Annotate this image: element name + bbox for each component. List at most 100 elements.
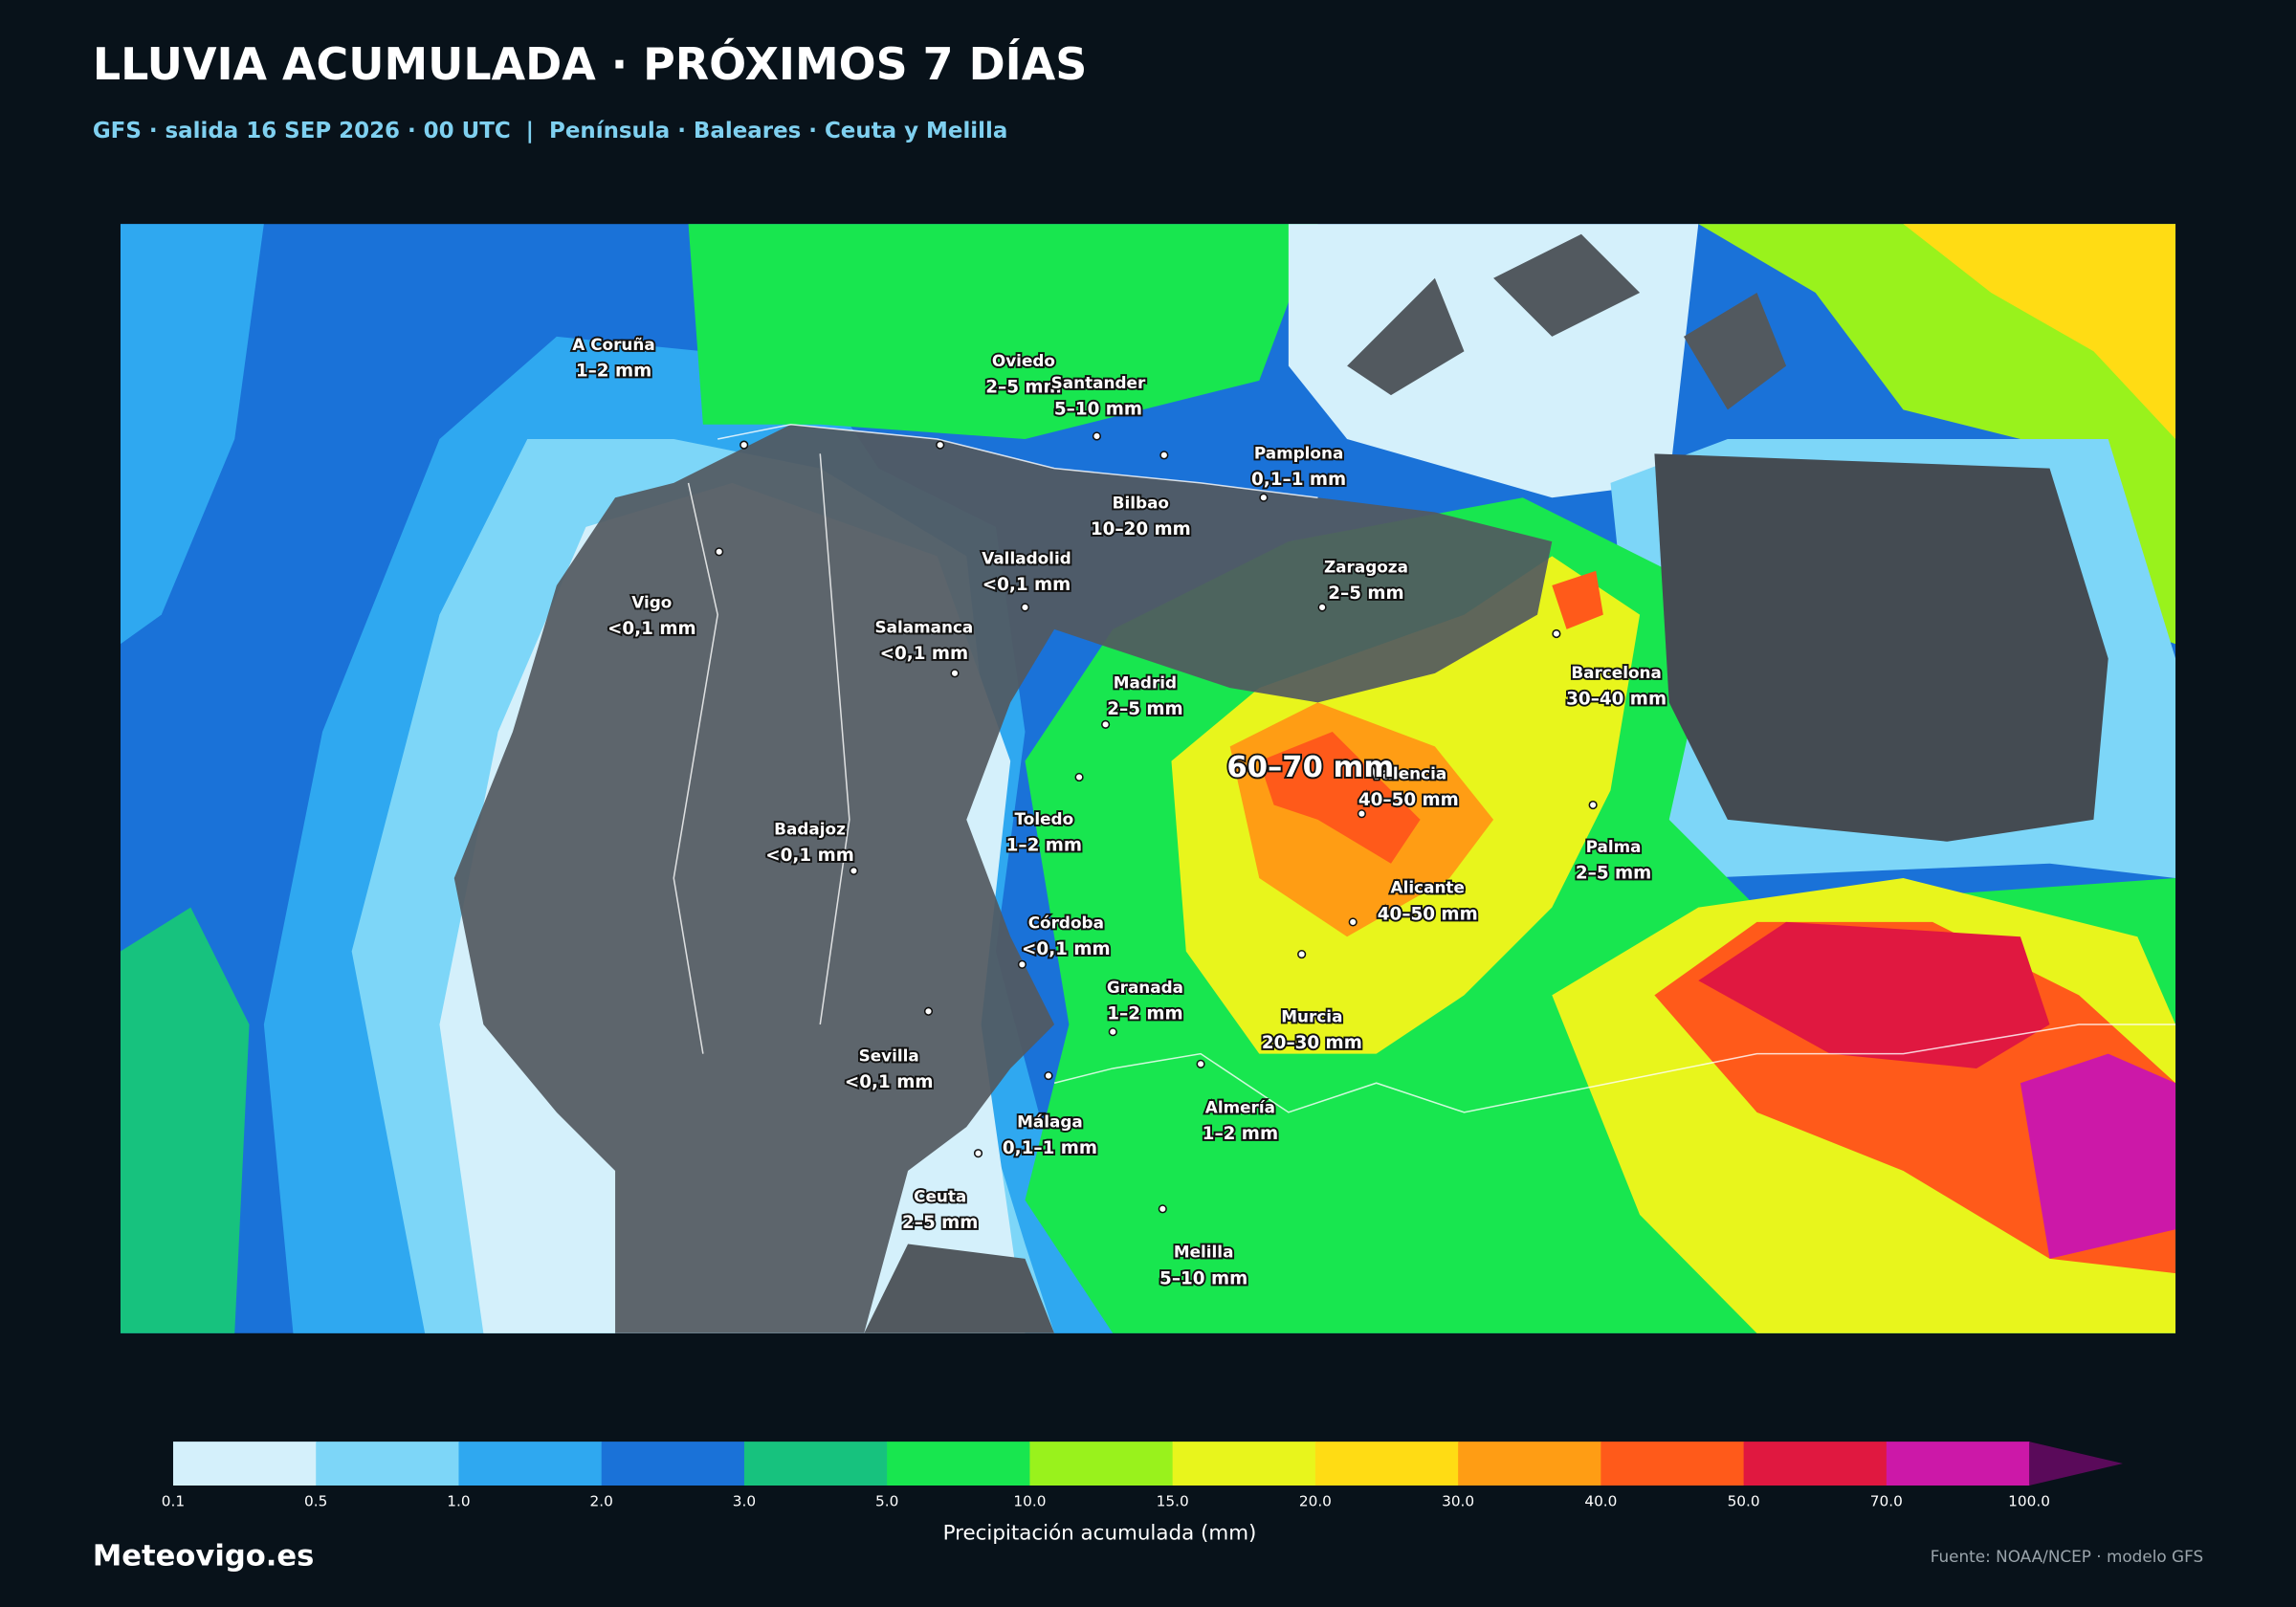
city-name: Santander [1051,373,1146,392]
colorbar-tick-label: 30.0 [1442,1492,1474,1509]
city-amount: 40–50 mm [1358,790,1459,810]
brand: Meteovigo.es [93,1539,315,1573]
city-name: Granada [1107,978,1183,997]
city-amount: <0,1 mm [880,644,969,664]
city-amount: 2–5 mm [902,1213,978,1233]
city-dot [1158,1204,1167,1214]
city-dot [1317,603,1327,612]
city-name: Oviedo [992,351,1055,370]
city-amount: 40–50 mm [1378,904,1478,924]
city-dot [715,547,724,557]
colorbar-segment [743,1442,888,1486]
city-amount: 30–40 mm [1566,689,1667,709]
city-dot [1020,603,1030,612]
city-amount: <0,1 mm [765,846,854,866]
city-dot [1348,917,1358,927]
colorbar-segment [1029,1442,1174,1486]
city-name: Badajoz [774,820,846,839]
city-amount: <0,1 mm [982,575,1071,595]
city-amount: 1–2 mm [1006,835,1082,855]
colorbar-tick-label: 5.0 [875,1492,898,1509]
city-dot [950,669,960,678]
city-dot [1017,959,1027,969]
colorbar-tick-label: 2.0 [590,1492,613,1509]
city-name: A Coruña [572,335,654,354]
city-name: Salamanca [874,617,973,636]
map [120,224,2176,1333]
city-dot [1552,628,1561,639]
city-name: Vigo [631,592,672,611]
colorbar-tick-label: 50.0 [1728,1492,1760,1509]
colorbar-extension [2029,1442,2124,1486]
city-amount: <0,1 mm [845,1072,934,1092]
city-amount: 5–10 mm [1054,399,1142,419]
colorbar-tick-label: 10.0 [1013,1492,1046,1509]
city-dot [1259,493,1269,502]
city-amount: 1–2 mm [576,362,651,382]
city-dot [923,1006,934,1016]
city-name: Barcelona [1571,663,1662,682]
colorbar-tick-label: 0.1 [162,1492,185,1509]
city-name: Alicante [1391,878,1465,897]
colorbar-segment [1886,1442,2030,1486]
city-amount: 2–5 mm [1328,583,1403,604]
colorbar-segment [887,1442,1031,1486]
colorbar-tick-label: 3.0 [733,1492,756,1509]
colorbar-segment [458,1442,603,1486]
colorbar-tick-label: 100.0 [2008,1492,2050,1509]
colorbar-segment [1601,1442,1745,1486]
city-name: Sevilla [859,1046,919,1066]
city-dot [1074,772,1084,782]
colorbar: 0.1 0.5 1.0 2.0 3.0 5.0 10.0 15.0 20.0 30.0 40.0 50… [162,1442,2124,1509]
city-amount: 2–5 mm [985,377,1061,397]
colorbar-segment [316,1442,460,1486]
city-amount: <0,1 mm [607,619,696,639]
colorbar-segment [601,1442,745,1486]
city-amount: 2–5 mm [1576,863,1651,883]
city-name: Melilla [1174,1243,1234,1262]
max-label: 60–70 mm [1226,751,1394,784]
title: LLUVIA ACUMULADA · PRÓXIMOS 7 DÍAS [93,38,1088,90]
city-name: Palma [1586,837,1642,856]
city-dot [849,866,859,875]
city-amount: 20–30 mm [1262,1033,1362,1053]
colorbar-segment [172,1442,317,1486]
colorbar-tick-label: 20.0 [1299,1492,1332,1509]
city-dot [740,440,749,450]
city-dot [973,1149,983,1158]
source: Fuente: NOAA/NCEP · modelo GFS [1931,1547,2203,1566]
city-name: Madrid [1114,673,1177,693]
colorbar-tick-label: 0.5 [304,1492,327,1509]
city-name: Zaragoza [1324,558,1408,577]
city-dot [1108,1027,1117,1037]
city-amount: 5–10 mm [1159,1268,1247,1288]
city-name: Toledo [1015,809,1074,828]
colorbar-label: Precipitación acumulada (mm) [943,1521,1257,1545]
city-name: Murcia [1281,1006,1342,1025]
city-name: Valencia [1370,763,1446,782]
city-name: Córdoba [1028,913,1104,932]
colorbar-segment [1314,1442,1459,1486]
city-dot [1044,1070,1053,1081]
colorbar-segment [1743,1442,1888,1486]
city-amount: 10–20 mm [1091,519,1191,539]
city-amount: 1–2 mm [1203,1124,1278,1144]
subtitle: GFS · salida 16 SEP 2026 · 00 UTC | Pení… [93,119,1008,143]
city-name: Málaga [1017,1112,1083,1132]
colorbar-tick-label: 40.0 [1584,1492,1617,1509]
city-dot [1357,809,1366,819]
city-dot [1588,800,1598,810]
city-amount: 2–5 mm [1107,699,1182,719]
colorbar-tick-label: 15.0 [1157,1492,1189,1509]
city-amount: 0,1–1 mm [1251,470,1346,490]
city-name: Bilbao [1113,493,1169,512]
city-dot [1092,431,1102,441]
city-dot [1196,1059,1205,1068]
city-amount: <0,1 mm [1022,939,1111,959]
city-name: Ceuta [914,1187,966,1206]
city-dot [1297,950,1307,959]
city-name: Valladolid [982,548,1071,567]
city-amount: 1–2 mm [1107,1003,1182,1024]
colorbar-segment [1172,1442,1316,1486]
